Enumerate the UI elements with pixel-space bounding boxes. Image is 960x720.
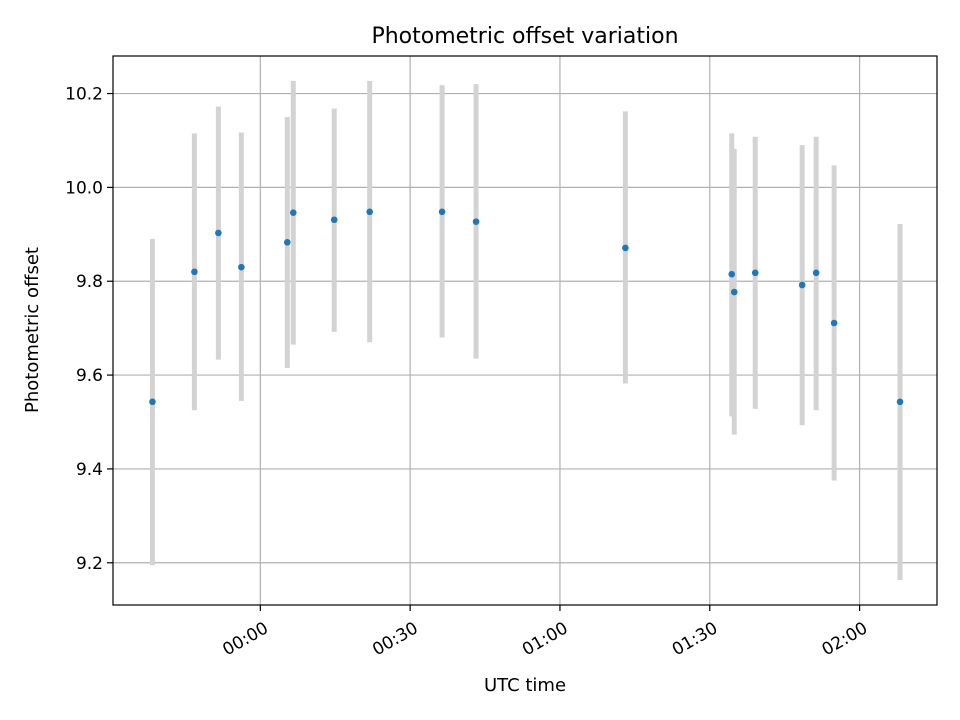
data-point <box>472 218 480 225</box>
plot-area-frame <box>112 55 938 606</box>
data-point <box>149 398 156 406</box>
data-points <box>149 208 904 406</box>
data-point <box>798 281 806 289</box>
data-point <box>896 398 904 406</box>
data-point <box>622 244 629 252</box>
y-tick-label: 10.2 <box>65 85 103 105</box>
data-point <box>283 238 291 246</box>
y-tick-label: 9.2 <box>76 554 103 574</box>
data-point <box>366 208 373 216</box>
data-point <box>730 288 738 296</box>
x-axis-label: UTC time <box>484 675 566 696</box>
chart-title: Photometric offset variation <box>371 24 678 49</box>
data-point <box>438 208 446 216</box>
data-point <box>812 269 820 277</box>
data-point <box>830 319 838 327</box>
data-point <box>289 209 297 217</box>
y-tick-label: 10.0 <box>65 178 103 198</box>
data-point <box>751 269 759 277</box>
data-point <box>238 263 245 271</box>
data-point <box>728 270 736 278</box>
y-tick-label: 9.4 <box>76 460 103 480</box>
data-point <box>215 229 222 237</box>
data-point <box>330 216 338 224</box>
y-tick-label: 9.6 <box>76 366 103 386</box>
y-tick-label: 9.8 <box>76 272 103 292</box>
data-point <box>191 268 198 276</box>
y-axis-label: Photometric offset <box>22 247 43 413</box>
